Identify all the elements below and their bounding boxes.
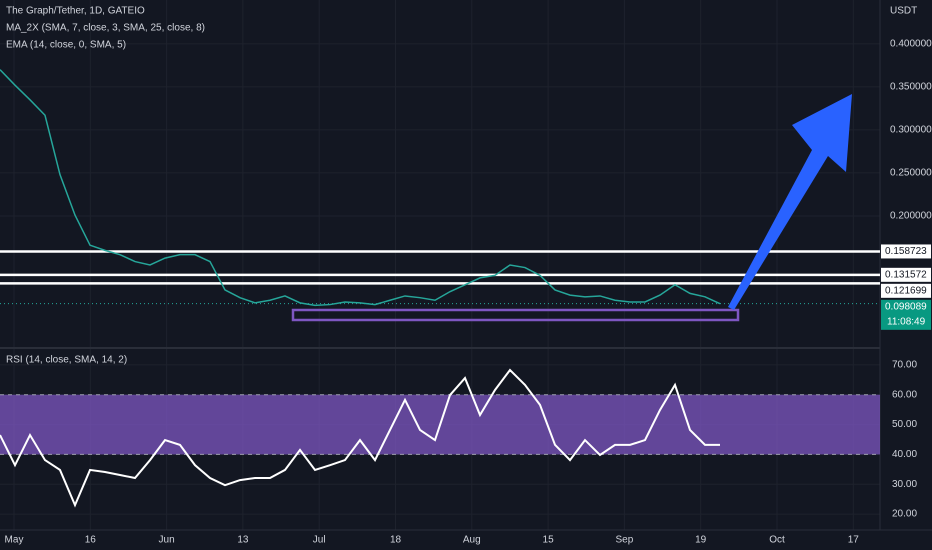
x-tick-label: 18 [390, 535, 402, 546]
x-tick-label: 19 [695, 535, 707, 546]
level-tag [881, 267, 931, 282]
rsi-title: RSI (14, close, SMA, 14, 2) [6, 355, 127, 366]
level-tag [881, 244, 931, 259]
level-tag-label: 0.131572 [885, 269, 927, 280]
last-price-label: 0.098089 [885, 301, 927, 312]
y-tick-label: 0.250000 [890, 168, 932, 179]
y-tick-label: 0.400000 [890, 39, 932, 50]
forecast-arrow [728, 94, 852, 310]
rsi-tick-label: 30.00 [892, 479, 917, 490]
indicator-label: MA_2X (SMA, 7, close, 3, SMA, 25, close,… [6, 23, 205, 34]
y-tick-label: 0.300000 [890, 125, 932, 136]
y-axis-label: USDT [890, 6, 917, 17]
x-tick-label: Jun [159, 535, 175, 546]
level-tag-label: 0.121699 [885, 285, 927, 296]
x-tick-label: Aug [463, 535, 481, 546]
x-tick-label: Sep [616, 535, 634, 546]
chart-title: The Graph/Tether, 1D, GATEIO [6, 6, 145, 17]
rsi-tick-label: 20.00 [892, 509, 917, 520]
y-tick-label: 0.350000 [890, 82, 932, 93]
x-tick-label: Oct [769, 535, 785, 546]
rsi-tick-label: 70.00 [892, 360, 917, 371]
x-tick-label: Jul [313, 535, 326, 546]
x-tick-label: 13 [237, 535, 249, 546]
y-tick-label: 0.200000 [890, 211, 932, 222]
support-zone [291, 308, 740, 322]
rsi-tick-label: 60.00 [892, 389, 917, 400]
rsi-tick-label: 40.00 [892, 449, 917, 460]
level-tag [881, 283, 931, 298]
rsi-line [0, 368, 720, 508]
indicator-label: EMA (14, close, 0, SMA, 5) [6, 40, 126, 51]
plot [0, 69, 880, 508]
x-tick-label: 16 [85, 535, 97, 546]
x-tick-label: May [5, 535, 24, 546]
x-tick-label: 17 [848, 535, 860, 546]
countdown-label: 11:08:49 [887, 316, 926, 327]
rsi-tick-label: 50.00 [892, 419, 917, 430]
price-line [0, 69, 721, 307]
x-tick-label: 15 [543, 535, 555, 546]
level-tag-label: 0.158723 [885, 246, 927, 257]
last-price-tag [881, 299, 931, 330]
